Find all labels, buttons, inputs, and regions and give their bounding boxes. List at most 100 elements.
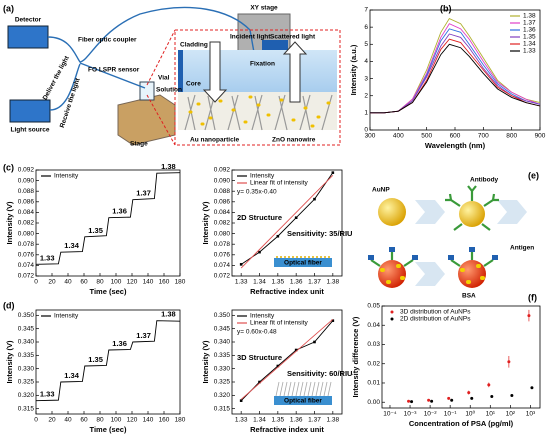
legend-label: 1.33 xyxy=(523,48,536,55)
bsa-particle xyxy=(378,260,406,288)
label: Cladding xyxy=(180,42,208,49)
annotation: Optical fiber xyxy=(284,397,322,404)
y-tick-label: 0.315 xyxy=(214,405,231,412)
y-tick-label: 0.340 xyxy=(214,339,231,346)
y-tick-label: 7 xyxy=(364,7,368,14)
legend-label: Intensity xyxy=(250,313,275,320)
y-tick-label: 0.092 xyxy=(214,167,231,174)
x-tick-label: 10⁻¹ xyxy=(444,411,458,418)
y-axis-label: Intensity (V) xyxy=(5,201,14,244)
nanoparticle xyxy=(316,256,318,258)
zoom-line xyxy=(146,29,176,86)
x-tick-label: 10² xyxy=(506,411,516,418)
y-tick-label: 0.072 xyxy=(214,273,231,280)
nanoparticle xyxy=(292,256,294,258)
y-tick-label: 6 xyxy=(364,24,368,31)
y-tick-label: 0.00 xyxy=(367,399,380,406)
legend-label: Linear fit of intensity xyxy=(250,180,309,187)
nanowire xyxy=(323,381,328,397)
nanowire xyxy=(295,381,300,397)
panel-label: (a) xyxy=(3,3,14,13)
y-tick-label: 5 xyxy=(364,41,368,48)
x-tick-label: 1.33 xyxy=(235,417,248,424)
x-tick-label: 20 xyxy=(48,279,56,286)
x-tick-label: 1.36 xyxy=(290,417,303,424)
plot-frame xyxy=(231,309,343,415)
y-tick-label: 0.092 xyxy=(18,167,35,174)
data-point xyxy=(331,319,335,322)
series-line xyxy=(35,172,181,265)
y-tick-label: 0.086 xyxy=(18,199,35,206)
y-tick-label: 0.090 xyxy=(214,177,231,184)
nanowire xyxy=(327,381,332,397)
label: XY stage xyxy=(250,5,278,12)
y-tick-label: 0.01 xyxy=(367,380,380,387)
scattered-arrow xyxy=(282,41,308,103)
y-tick-label: 0.088 xyxy=(214,188,231,195)
step-label: 1.33 xyxy=(40,253,55,262)
data-point xyxy=(294,348,298,352)
y-tick-label: 0.090 xyxy=(18,177,35,184)
x-tick-label: 500 xyxy=(421,133,432,140)
x-tick-label: 1.35 xyxy=(272,279,285,286)
label: Receive the light xyxy=(59,77,82,129)
stage-box xyxy=(117,94,176,146)
nanoparticle xyxy=(324,256,326,258)
y-tick-label: 0.320 xyxy=(18,392,35,399)
label: Light source xyxy=(10,127,49,134)
data-point xyxy=(276,234,280,238)
y-tick-label: 0.340 xyxy=(18,339,35,346)
x-tick-label: 80 xyxy=(96,417,104,424)
source-box xyxy=(9,99,51,123)
data-point xyxy=(507,360,511,364)
series-line xyxy=(240,172,334,265)
nanoparticle xyxy=(296,256,298,258)
annotation: Optical fiber xyxy=(284,259,322,266)
label: Incident light xyxy=(230,34,271,41)
x-tick-label: 1.37 xyxy=(308,417,321,424)
nanowire xyxy=(299,381,304,397)
nanowire xyxy=(319,381,324,397)
y-tick-label: 0.320 xyxy=(214,392,231,399)
step-label: 1.37 xyxy=(136,331,151,340)
nanowire xyxy=(279,381,284,397)
label: Fixation xyxy=(250,61,275,68)
y-tick-label: 0.072 xyxy=(18,273,35,280)
x-tick-label: 1.35 xyxy=(272,417,285,424)
series-line xyxy=(240,174,334,269)
y-tick-label: 0.345 xyxy=(18,325,35,332)
label: Stage xyxy=(130,141,148,148)
nanowire xyxy=(291,381,296,397)
label: Solution xyxy=(156,87,182,94)
data-point xyxy=(239,263,243,266)
y-tick-label: 0.084 xyxy=(214,209,231,216)
step-label: 1.38 xyxy=(161,162,176,171)
fiber-bar xyxy=(274,396,332,405)
step-label: 1.35 xyxy=(88,226,103,235)
legend-label: Intensity xyxy=(54,313,79,320)
zoom-line xyxy=(146,94,176,146)
label: Deliver the light xyxy=(42,54,71,101)
data-point xyxy=(530,386,534,390)
bsa-particle xyxy=(458,260,486,288)
series-line xyxy=(370,28,541,114)
antibodies xyxy=(445,185,499,231)
data-point xyxy=(258,250,261,254)
setup-diagram: XY stage Detector Fiber optic coupler De… xyxy=(7,5,341,148)
step-label: 1.35 xyxy=(88,355,103,364)
nanoparticle xyxy=(308,256,310,258)
step-label: 1.34 xyxy=(64,241,79,250)
data-point xyxy=(527,314,531,318)
bsa xyxy=(380,264,485,284)
x-tick-label: 180 xyxy=(175,279,186,286)
y-tick-label: 0.325 xyxy=(214,379,231,386)
aunp xyxy=(378,198,406,226)
panel-label: (e) xyxy=(528,170,539,180)
legend-swatch xyxy=(390,317,394,321)
y-tick-label: 0.074 xyxy=(18,262,35,269)
x-axis-label: Wavelength (nm) xyxy=(425,141,486,150)
fiber-bar xyxy=(274,258,332,267)
step-label: 1.36 xyxy=(112,339,127,348)
